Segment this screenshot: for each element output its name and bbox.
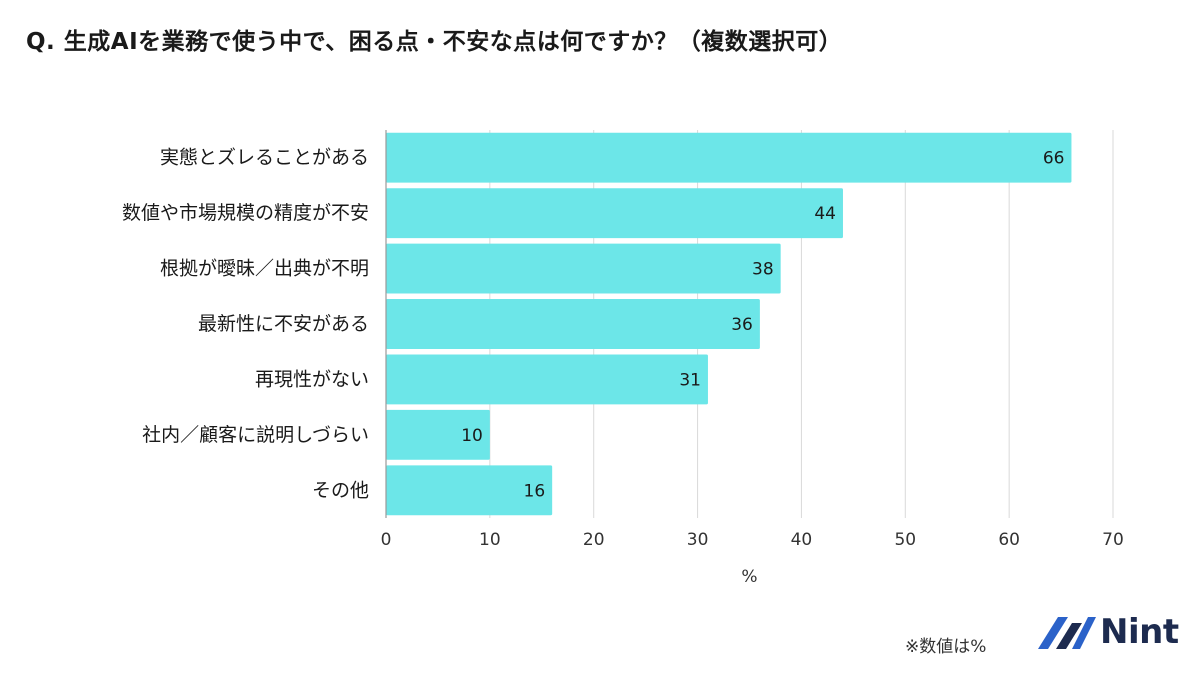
bar [386, 354, 708, 405]
footnote: ※数値は% [905, 637, 987, 657]
nint-logo-icon [1038, 617, 1096, 649]
x-axis-title: % [741, 567, 757, 587]
category-label: その他 [312, 479, 369, 501]
bar [386, 243, 781, 294]
data-label: 31 [679, 370, 701, 390]
bar [386, 299, 760, 349]
category-label: 根拠が曖昧／出典が不明 [160, 258, 369, 280]
category-label: 最新性に不安がある [198, 313, 369, 335]
x-tick-label: 30 [687, 530, 709, 550]
chart-title: Q. 生成AIを業務で使う中で、困る点・不安な点は何ですか？（複数選択可） [26, 29, 843, 55]
bar [386, 465, 553, 516]
bar [386, 409, 490, 460]
data-label: 36 [731, 315, 753, 335]
x-tick-label: 40 [791, 530, 813, 550]
x-tick-label: 50 [894, 530, 916, 550]
category-label: 再現性がない [255, 368, 369, 390]
bar [386, 188, 843, 239]
category-label: 実態とズレることがある [160, 147, 369, 169]
brand-logo: Nint [1036, 612, 1179, 652]
data-label: 44 [814, 204, 836, 224]
category-label: 社内／顧客に説明しづらい [142, 424, 369, 446]
data-label: 38 [752, 260, 774, 280]
x-tick-label: 0 [381, 530, 392, 550]
x-tick-label: 10 [479, 530, 501, 550]
x-tick-label: 70 [1102, 530, 1124, 550]
x-tick-label: 60 [998, 530, 1020, 550]
bar [386, 132, 1072, 183]
logo-text: Nint [1100, 612, 1179, 652]
data-label: 66 [1043, 149, 1065, 169]
category-label: 数値や市場規模の精度が不安 [122, 202, 369, 224]
data-label: 16 [524, 481, 546, 501]
data-label: 10 [461, 426, 483, 446]
x-tick-label: 20 [583, 530, 605, 550]
